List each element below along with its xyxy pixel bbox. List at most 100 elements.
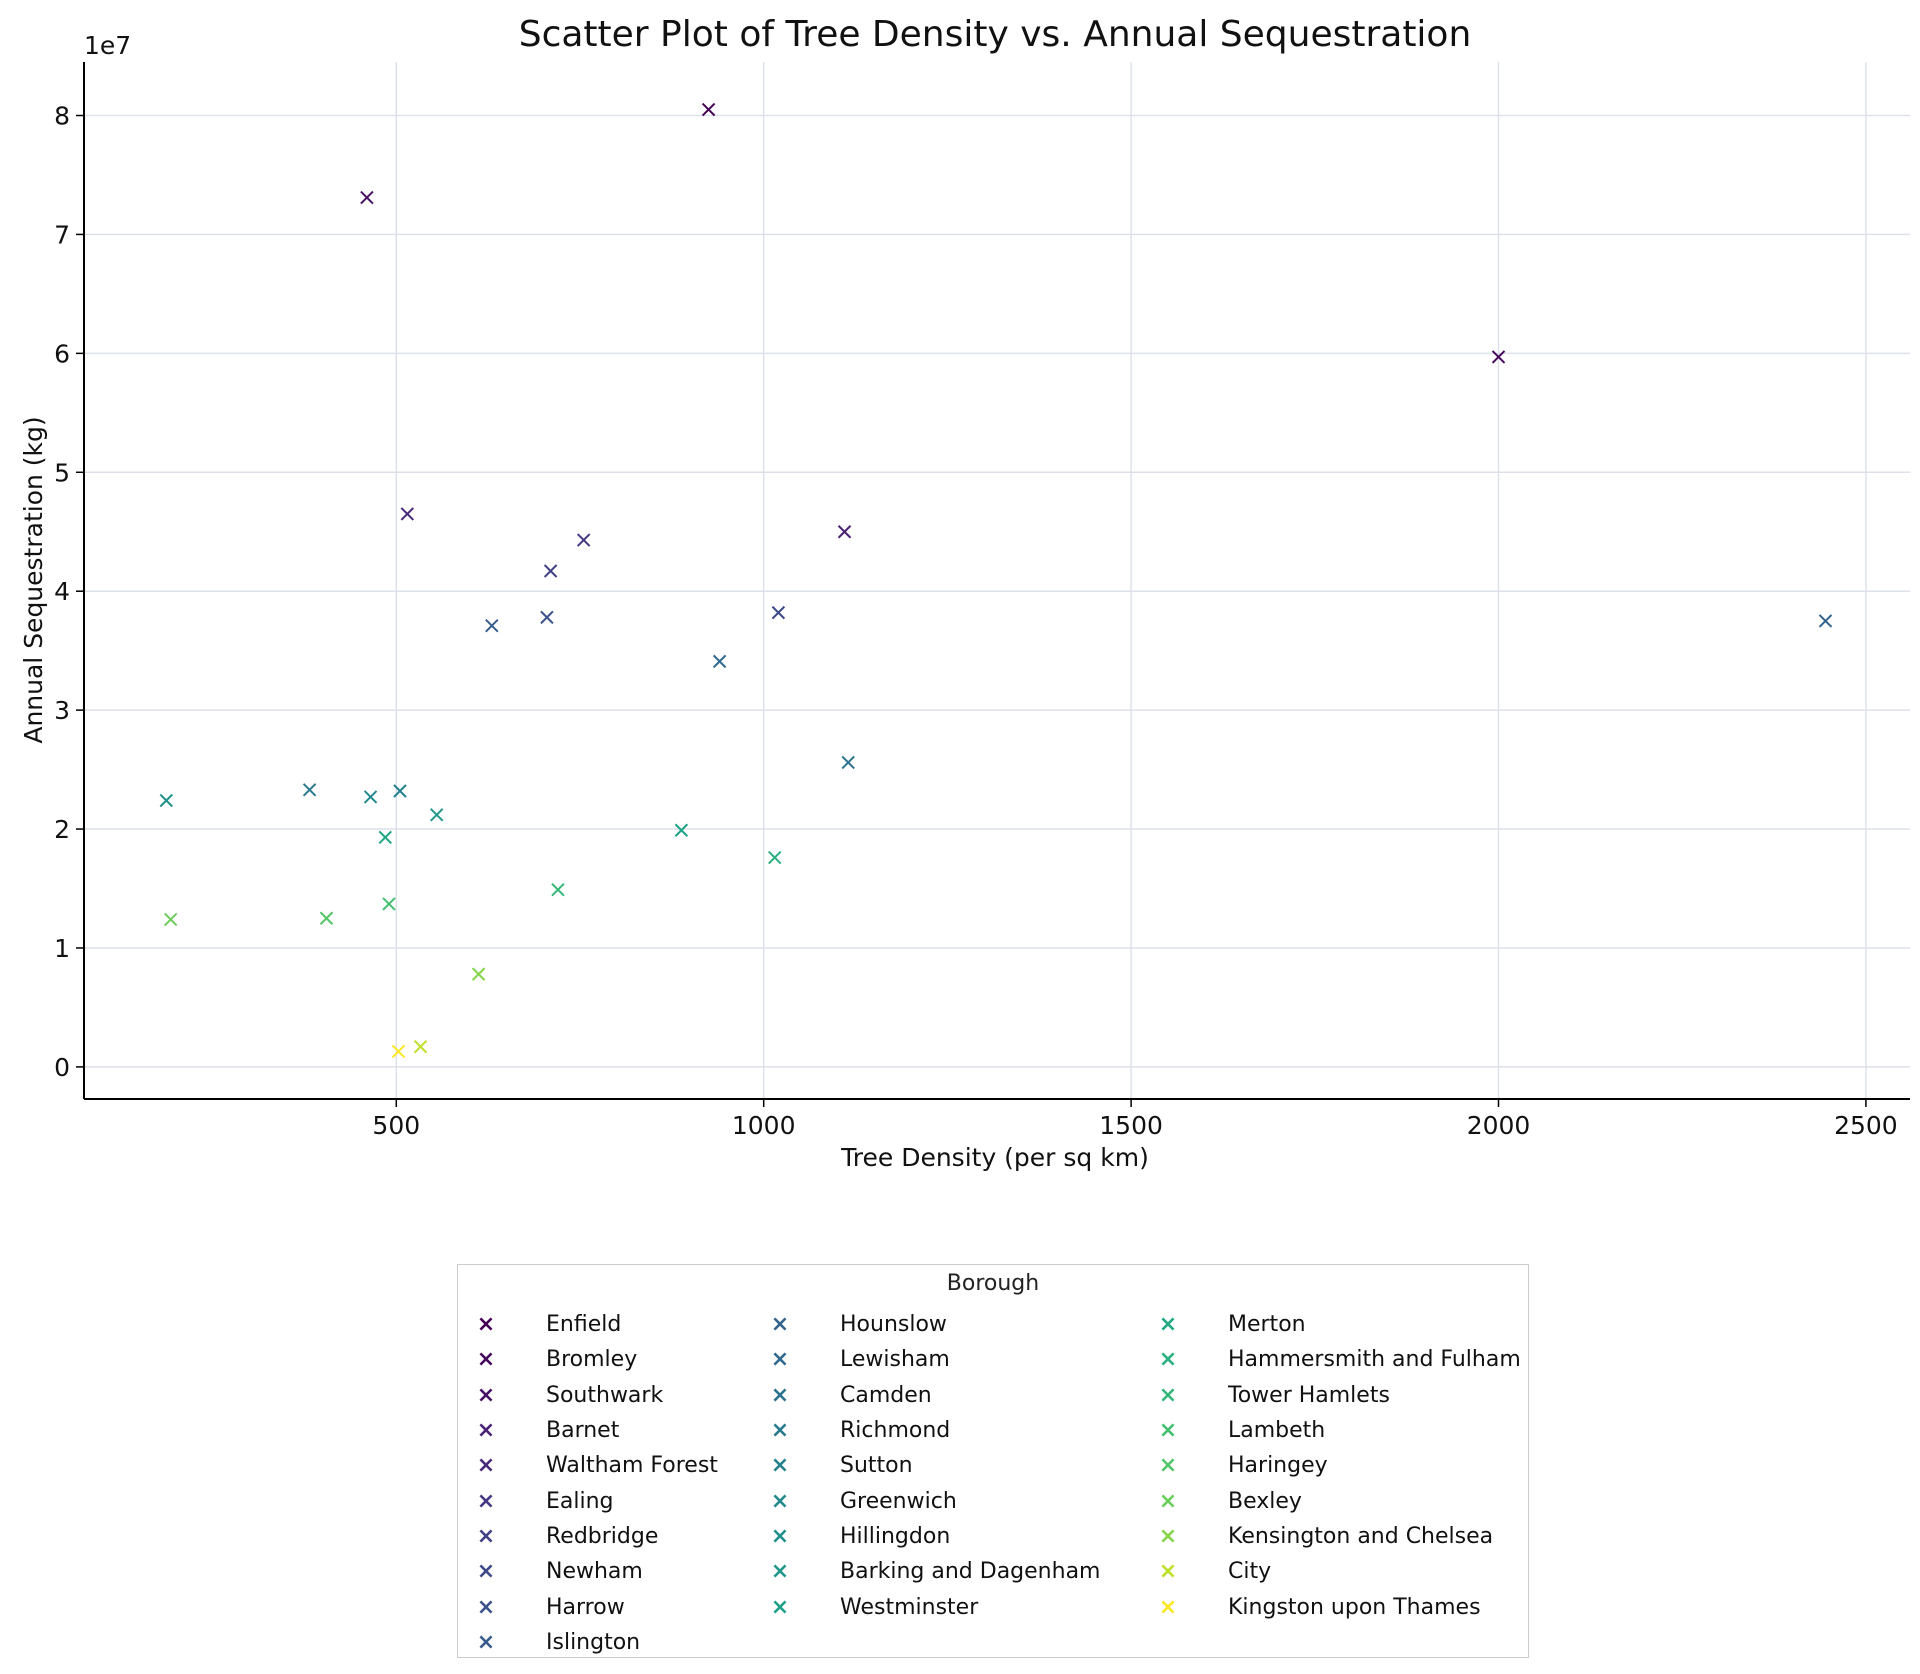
legend-label: Barking and Dagenham — [840, 1559, 1101, 1585]
legend-item: × Richmond — [766, 1413, 1100, 1448]
legend-marker-icon: × — [770, 1594, 790, 1620]
point-stroke — [302, 783, 317, 797]
point-stroke — [363, 790, 378, 804]
data-point-camden — [841, 755, 855, 770]
legend-item: × Enfield — [472, 1307, 718, 1342]
data-point-hillingdon — [159, 793, 174, 808]
legend-marker-icon: × — [476, 1418, 496, 1444]
legend-label: Merton — [1228, 1312, 1306, 1338]
y-tick-label: 0 — [54, 1053, 70, 1082]
legend-marker-icon: × — [476, 1382, 496, 1408]
data-point-enfield — [701, 102, 716, 117]
point-stroke — [485, 618, 499, 633]
legend-label: Greenwich — [840, 1488, 957, 1514]
x-tick-label: 2000 — [1467, 1111, 1531, 1140]
point-stroke — [164, 912, 178, 927]
legend-label: Richmond — [840, 1418, 951, 1444]
x-tick-label: 1000 — [732, 1111, 796, 1140]
point-stroke — [159, 793, 174, 808]
point-stroke — [400, 507, 415, 521]
y-tick-label: 7 — [54, 220, 70, 249]
point-stroke — [701, 102, 716, 117]
data-point-bromley — [1491, 350, 1506, 364]
x-tick-label: 500 — [372, 1111, 420, 1140]
data-point-kensington-and-chelsea — [471, 967, 486, 981]
legend-label: Bromley — [546, 1347, 638, 1373]
legend-marker-icon: × — [770, 1559, 790, 1585]
chart-title: Scatter Plot of Tree Density vs. Annual … — [519, 14, 1472, 55]
point-stroke — [712, 654, 727, 669]
legend-label: Westminster — [840, 1594, 979, 1620]
grid — [84, 62, 1910, 1099]
data-point-lambeth — [382, 897, 396, 911]
point-stroke — [540, 610, 554, 625]
legend: Borough × Enfield × Bromley × Southwark × Barne… — [457, 1264, 1529, 1658]
point-stroke — [413, 1039, 428, 1054]
data-point-hammersmith-and-fulham — [768, 850, 782, 865]
data-point-tower-hamlets — [551, 882, 565, 897]
legend-item: × Islington — [472, 1625, 718, 1660]
legend-item: × Tower Hamlets — [1154, 1378, 1521, 1413]
legend-label: Haringey — [1228, 1453, 1328, 1479]
data-point-ealing — [576, 533, 591, 547]
legend-item: × Hillingdon — [766, 1519, 1100, 1554]
point-stroke — [1491, 350, 1506, 364]
data-point-barking-and-dagenham — [430, 808, 444, 822]
point-stroke — [771, 605, 786, 620]
y-tick-label: 5 — [54, 458, 70, 487]
legend-item: × Waltham Forest — [472, 1448, 718, 1483]
legend-marker-icon: × — [770, 1347, 790, 1373]
legend-marker-icon: × — [1158, 1594, 1178, 1620]
legend-label: Redbridge — [546, 1523, 659, 1549]
legend-marker-icon: × — [1158, 1312, 1178, 1338]
y-tick-label: 3 — [54, 696, 70, 725]
y-tick-label: 8 — [54, 102, 70, 131]
y-tick-label: 4 — [54, 577, 70, 606]
legend-item: × Hammersmith and Fulham — [1154, 1342, 1521, 1377]
legend-item: × Bromley — [472, 1342, 718, 1377]
legend-label: Kensington and Chelsea — [1228, 1523, 1494, 1549]
legend-label: Harrow — [546, 1594, 625, 1620]
legend-item: × Westminster — [766, 1589, 1100, 1624]
legend-item: × Bexley — [1154, 1483, 1521, 1518]
legend-label: Bexley — [1228, 1488, 1302, 1514]
legend-label: Southwark — [546, 1382, 664, 1408]
legend-item: × Barnet — [472, 1413, 718, 1448]
y-tick-label: 1 — [54, 934, 70, 963]
point-stroke — [430, 808, 444, 822]
data-point-city — [413, 1039, 428, 1054]
data-point-southwark — [360, 190, 374, 205]
y-tick-label: 6 — [54, 339, 70, 368]
legend-label: Waltham Forest — [546, 1453, 718, 1479]
legend-item: × Merton — [1154, 1307, 1521, 1342]
legend-label: Hillingdon — [840, 1523, 951, 1549]
legend-marker-icon: × — [1158, 1523, 1178, 1549]
legend-label: Camden — [840, 1382, 932, 1408]
legend-marker-icon: × — [1158, 1382, 1178, 1408]
point-stroke — [391, 1044, 406, 1059]
legend-item: × Haringey — [1154, 1448, 1521, 1483]
legend-marker-icon: × — [770, 1418, 790, 1444]
legend-label: Ealing — [546, 1488, 614, 1514]
point-stroke — [551, 882, 565, 897]
legend-label: Newham — [546, 1559, 643, 1585]
data-point-westminster — [674, 823, 689, 837]
legend-column: × Enfield × Bromley × Southwark × Barnet × Waltha… — [472, 1307, 718, 1660]
legend-item: × Camden — [766, 1378, 1100, 1413]
legend-item: × Hounslow — [766, 1307, 1100, 1342]
point-stroke — [576, 533, 591, 547]
legend-marker-icon: × — [1158, 1559, 1178, 1585]
point-stroke — [382, 897, 396, 911]
legend-marker-icon: × — [770, 1453, 790, 1479]
point-stroke — [841, 755, 855, 770]
y-axis-offset-label: 1e7 — [84, 31, 131, 60]
legend-label: Tower Hamlets — [1228, 1382, 1390, 1408]
data-point-hounslow — [1818, 614, 1833, 628]
data-point-redbridge — [543, 564, 558, 578]
legend-item: × Greenwich — [766, 1483, 1100, 1518]
legend-item: × Newham — [472, 1554, 718, 1589]
x-tick-label: 2500 — [1834, 1111, 1898, 1140]
data-point-greenwich — [363, 790, 378, 804]
point-stroke — [543, 564, 558, 578]
legend-label: Hammersmith and Fulham — [1228, 1347, 1521, 1373]
